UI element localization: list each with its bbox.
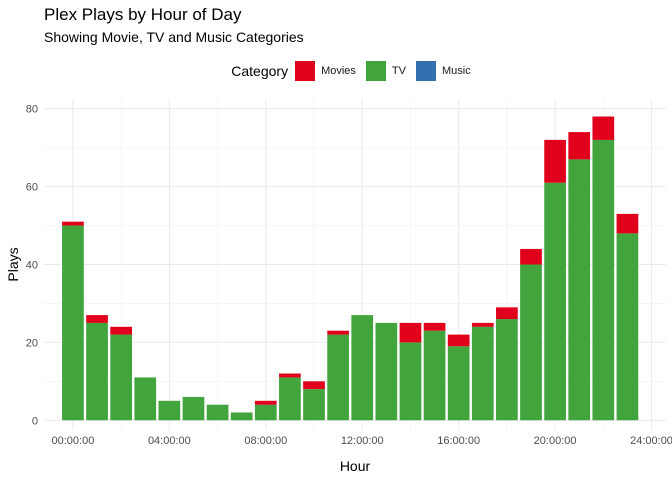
- legend-item-music: Music: [415, 61, 471, 81]
- bar-tv-18: [496, 319, 518, 421]
- bar-tv-6: [206, 404, 229, 421]
- bar-movies-0: [62, 221, 84, 226]
- bar-tv-7: [230, 412, 253, 421]
- bar-movies-9: [279, 373, 301, 378]
- y-tick-label: 20: [26, 337, 38, 349]
- bar-tv-13: [375, 322, 398, 421]
- x-axis-title: Hour: [340, 458, 371, 474]
- bar-tv-0: [62, 225, 84, 421]
- legend-label-music: Music: [441, 65, 471, 77]
- x-tick-label: 24:00:00: [630, 435, 672, 447]
- bar-tv-21: [568, 159, 591, 421]
- bar-movies-11: [327, 330, 349, 335]
- legend-item-tv: TV: [365, 61, 406, 81]
- legend-title: Category: [231, 63, 289, 79]
- bar-tv-16: [447, 346, 470, 421]
- x-tick-label: 16:00:00: [437, 435, 480, 447]
- bar-tv-20: [544, 182, 566, 421]
- bar-tv-9: [279, 377, 301, 421]
- y-tick-label: 0: [32, 415, 38, 427]
- bar-tv-11: [327, 334, 349, 421]
- y-tick-label: 40: [26, 260, 38, 272]
- bar-movies-18: [496, 307, 518, 320]
- bar-tv-5: [182, 396, 205, 421]
- bar-movies-10: [303, 381, 325, 390]
- legend-swatch-music: [415, 61, 436, 81]
- bar-movies-15: [423, 322, 446, 331]
- bar-tv-12: [351, 315, 374, 421]
- bar-movies-19: [520, 248, 542, 265]
- y-tick-label: 80: [26, 104, 38, 116]
- bar-tv-2: [110, 334, 132, 421]
- legend-label-tv: TV: [391, 65, 406, 77]
- legend-label-movies: Movies: [321, 65, 356, 77]
- x-tick-label: 00:00:00: [52, 435, 95, 447]
- bar-tv-8: [254, 404, 277, 421]
- x-tick-label: 04:00:00: [148, 435, 191, 447]
- bar-movies-21: [568, 132, 591, 160]
- bar-movies-16: [447, 334, 470, 347]
- chart-title: Plex Plays by Hour of Day: [44, 5, 242, 24]
- x-tick-label: 08:00:00: [244, 435, 287, 447]
- bar-tv-17: [471, 326, 494, 421]
- bar-tv-22: [592, 139, 615, 421]
- x-tick-label: 20:00:00: [534, 435, 577, 447]
- y-tick-label: 60: [26, 182, 38, 194]
- bar-tv-4: [158, 400, 181, 421]
- x-tick-label: 12:00:00: [341, 435, 384, 447]
- bar-movies-23: [616, 213, 639, 234]
- bar-tv-3: [134, 377, 157, 421]
- bar-movies-14: [399, 322, 422, 343]
- bar-movies-1: [86, 315, 108, 323]
- bar-tv-19: [520, 264, 542, 421]
- legend: Category Movies TV Music: [0, 60, 672, 82]
- bar-tv-1: [86, 322, 108, 421]
- bar-movies-8: [254, 400, 277, 405]
- chart-subtitle: Showing Movie, TV and Music Categories: [44, 29, 304, 45]
- legend-swatch-movies: [295, 61, 316, 81]
- bar-movies-20: [544, 139, 566, 183]
- legend-item-movies: Movies: [295, 61, 356, 81]
- bar-tv-15: [423, 330, 446, 421]
- bar-tv-10: [303, 389, 325, 421]
- bar-tv-23: [616, 233, 639, 421]
- legend-swatch-tv: [365, 61, 386, 81]
- bar-movies-22: [592, 116, 615, 140]
- bar-tv-14: [399, 342, 422, 421]
- y-axis-title: Plays: [5, 247, 21, 281]
- bar-movies-2: [110, 326, 132, 335]
- bar-movies-17: [471, 322, 494, 327]
